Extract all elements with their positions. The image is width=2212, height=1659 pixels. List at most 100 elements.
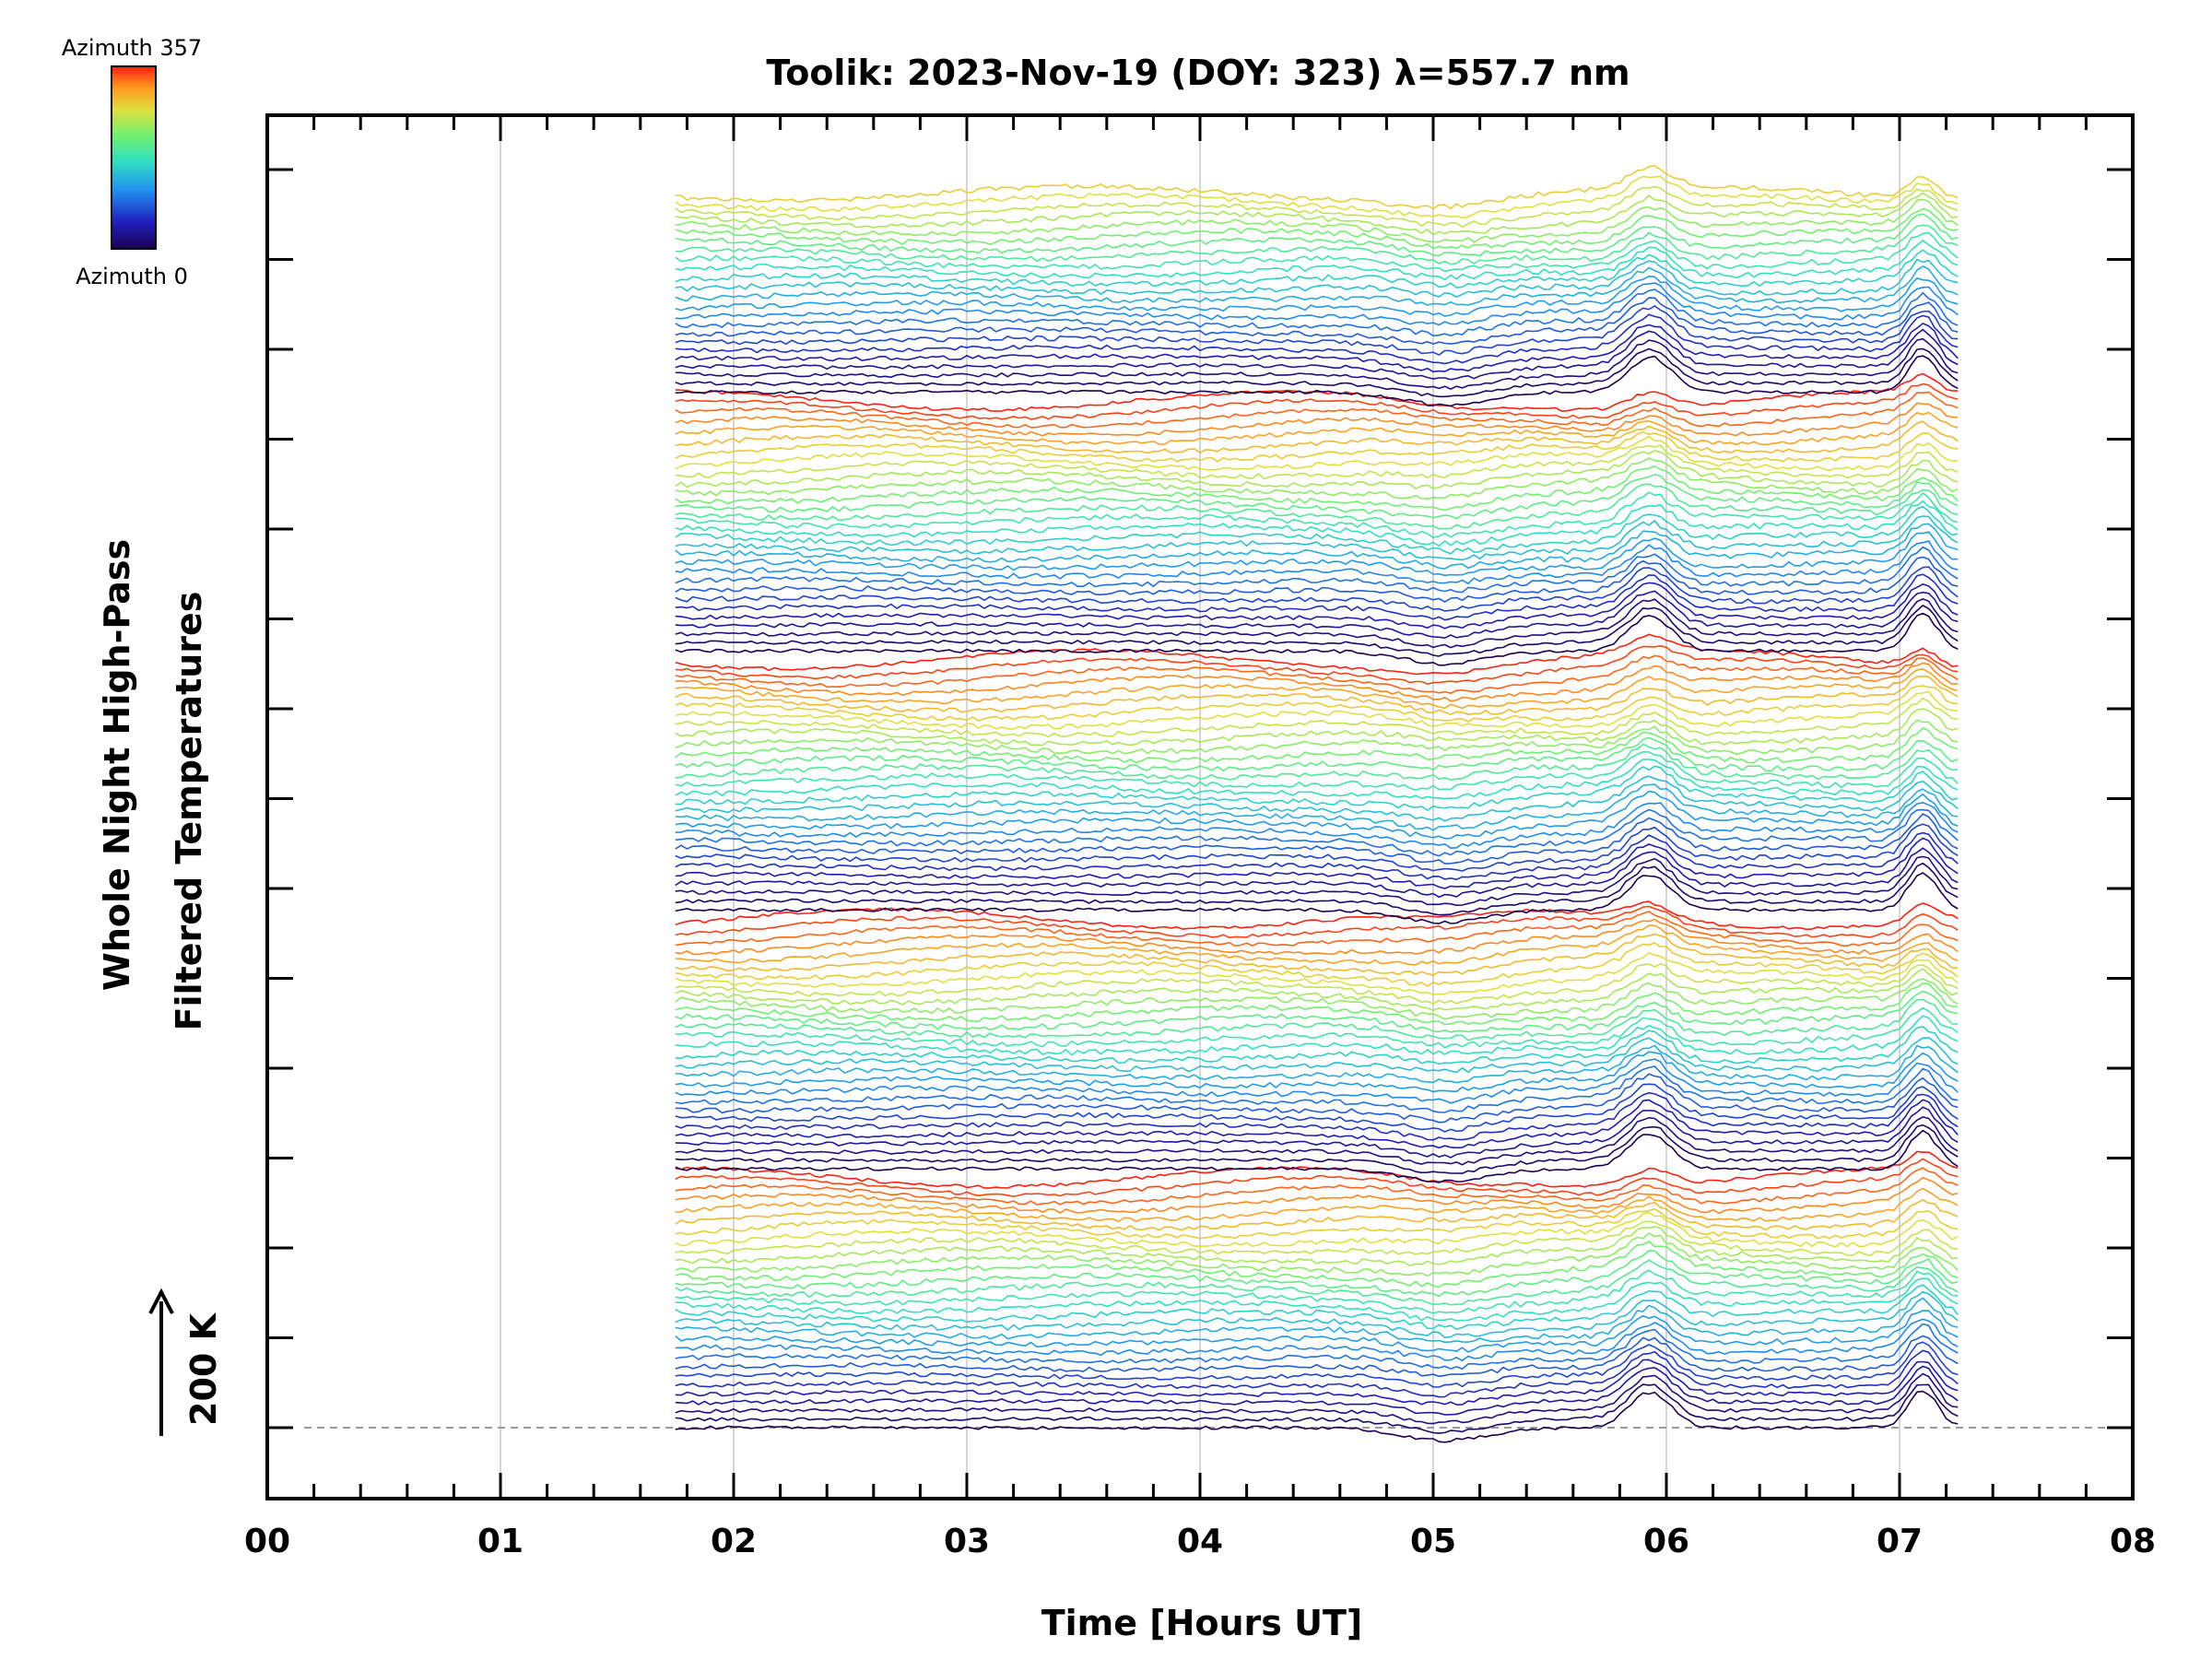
x-tick-label: 03 (944, 1523, 990, 1560)
colorbar-legend: Azimuth 357 Azimuth 0 (62, 35, 202, 289)
series-line (675, 546, 1959, 594)
series-line (675, 239, 1959, 281)
series-line (675, 1390, 1959, 1443)
series-line (675, 1073, 1959, 1124)
grid-lines (304, 115, 2133, 1499)
series-line (675, 372, 1959, 412)
series-line (675, 347, 1959, 398)
scale-arrow (148, 1288, 174, 1436)
series-line (675, 598, 1959, 649)
x-tick-label: 05 (1410, 1523, 1456, 1560)
series-line (675, 590, 1959, 640)
series-line (675, 213, 1959, 257)
series-line (675, 813, 1959, 865)
x-tick-label: 06 (1643, 1523, 1689, 1560)
series-line (675, 1297, 1959, 1344)
series-line (675, 905, 1959, 939)
series-line (675, 924, 1959, 966)
x-tick-label: 07 (1877, 1523, 1923, 1560)
series-line (675, 697, 1959, 738)
series-line (675, 775, 1959, 822)
series-line (675, 207, 1959, 250)
series-line (675, 872, 1959, 924)
series-line (675, 1269, 1959, 1314)
series-line (675, 391, 1959, 429)
series-line (675, 282, 1959, 326)
series-line (675, 1124, 1959, 1174)
series-line (675, 1129, 1959, 1183)
series-lines (675, 165, 1959, 1443)
series-line (675, 942, 1959, 987)
x-tick-label: 00 (244, 1523, 290, 1560)
y-axis-label-line1: Whole Night High-Pass (97, 539, 137, 991)
series-line (675, 962, 1959, 1005)
series-line (675, 175, 1959, 219)
scale-label: 200 K (183, 1312, 224, 1426)
series-line (675, 1091, 1959, 1141)
series-line (675, 1349, 1959, 1398)
series-line (675, 337, 1959, 390)
series-line (675, 759, 1959, 800)
series-line (675, 783, 1959, 831)
series-line (675, 420, 1959, 454)
series-line (675, 491, 1959, 539)
series-line (675, 288, 1959, 337)
series-line (675, 582, 1959, 629)
series-line (675, 968, 1959, 1012)
series-line (675, 801, 1959, 850)
series-line (675, 690, 1959, 730)
series-line (675, 743, 1959, 781)
series-line (675, 1150, 1959, 1189)
series-line (675, 644, 1959, 685)
series-line (675, 719, 1959, 756)
series-line (675, 708, 1959, 747)
series-line (675, 1006, 1959, 1049)
series-line (675, 355, 1959, 407)
series-line (675, 304, 1959, 357)
series-line (675, 750, 1959, 792)
series-line (675, 1026, 1959, 1065)
series-line (675, 430, 1959, 463)
series-line (675, 1232, 1959, 1277)
series-line (675, 328, 1959, 381)
series-line (675, 900, 1959, 931)
series-line (675, 444, 1959, 480)
series-line (675, 998, 1959, 1041)
series-line (675, 1158, 1959, 1197)
series-line (675, 1207, 1959, 1240)
series-line (675, 1323, 1959, 1371)
series-line (675, 1083, 1959, 1133)
series-line (675, 855, 1959, 907)
series-line (675, 1065, 1959, 1113)
series-line (675, 1310, 1959, 1353)
series-line (675, 1318, 1959, 1362)
series-line (675, 265, 1959, 306)
series-line (675, 1365, 1959, 1416)
series-line (675, 951, 1959, 995)
series-line (675, 918, 1959, 956)
series-line (675, 483, 1959, 530)
x-tick-label: 08 (2110, 1523, 2156, 1560)
series-line (675, 654, 1959, 694)
series-line (675, 1167, 1959, 1206)
series-line (675, 847, 1959, 899)
colorbar (111, 65, 157, 250)
series-line (675, 668, 1959, 710)
series-line (675, 633, 1959, 676)
series-line (675, 457, 1959, 500)
series-line (675, 727, 1959, 764)
series-line (675, 382, 1959, 420)
series-line (675, 1250, 1959, 1298)
series-line (675, 1335, 1959, 1378)
series-line (675, 185, 1959, 229)
y-axis-label-line2: Filtered Temperatures (169, 592, 209, 1031)
series-line (675, 465, 1959, 512)
series-line (675, 165, 1959, 210)
series-line (675, 1259, 1959, 1306)
series-line (675, 862, 1959, 916)
colorbar-bottom-label: Azimuth 0 (76, 264, 188, 289)
series-line (675, 249, 1959, 288)
series-line (675, 1284, 1959, 1331)
series-line (675, 1241, 1959, 1288)
